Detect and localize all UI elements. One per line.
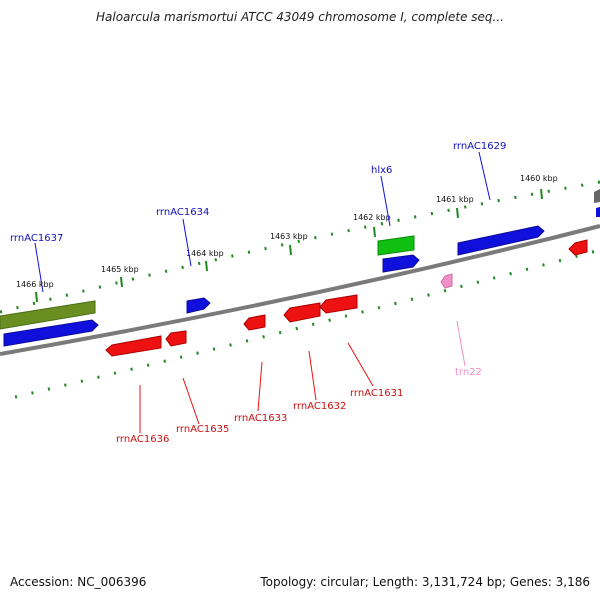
page-title: Haloarcula marismortui ATCC 43049 chromo… xyxy=(96,10,504,24)
major-tick-1 xyxy=(120,276,123,288)
leader-rrnAC1635 xyxy=(182,377,200,425)
major-tick-6 xyxy=(540,188,543,200)
leader-trn22 xyxy=(456,320,466,367)
gene-label-hlx6[interactable]: hlx6 xyxy=(371,165,392,176)
gene-rrnAC1635[interactable] xyxy=(165,330,187,347)
gene-rrnAC1632[interactable] xyxy=(283,302,321,323)
gene-label-rrnAC1629[interactable]: rrnAC1629 xyxy=(453,141,506,152)
leader-rrnAC1637 xyxy=(34,242,44,293)
tick-label-1466: 1466 kbp xyxy=(16,280,54,289)
gene-rrnAC1637[interactable] xyxy=(3,319,99,347)
gene-hlx6[interactable] xyxy=(377,235,415,256)
major-tick-4 xyxy=(373,226,376,238)
tick-label-1460: 1460 kbp xyxy=(520,174,558,183)
gene-rrnAC1636[interactable] xyxy=(105,335,162,357)
gene-label-rrnAC1631[interactable]: rrnAC1631 xyxy=(350,388,403,399)
tick-label-1464: 1464 kbp xyxy=(186,249,224,258)
gene-label-rrnAC1637[interactable]: rrnAC1637 xyxy=(10,233,63,244)
gene-label-trn22[interactable]: trn22 xyxy=(455,367,482,378)
major-tick-5 xyxy=(456,207,459,219)
major-tick-2 xyxy=(205,260,208,272)
gene-rrnAC1631[interactable] xyxy=(319,294,358,314)
gene-trn22[interactable] xyxy=(440,273,453,289)
gene-edge-forward[interactable] xyxy=(596,207,600,217)
accession-text: Accession: NC_006396 xyxy=(10,575,147,589)
gene-label-rrnAC1635[interactable]: rrnAC1635 xyxy=(176,424,229,435)
leader-hlx6 xyxy=(380,175,391,227)
gene-edge-reverse[interactable] xyxy=(568,239,588,256)
leader-rrnAC1633 xyxy=(257,361,263,412)
major-tick-3 xyxy=(289,244,292,256)
tick-label-1461: 1461 kbp xyxy=(436,195,474,204)
leader-rrnAC1631 xyxy=(347,342,374,387)
gene-label-rrnAC1632[interactable]: rrnAC1632 xyxy=(293,401,346,412)
gene-rrnAC1637-misc[interactable] xyxy=(0,300,96,330)
gene-rrnAC1633[interactable] xyxy=(243,314,266,331)
leader-rrnAC1632 xyxy=(308,350,317,401)
outer-scale-track xyxy=(0,180,600,314)
tick-label-1463: 1463 kbp xyxy=(270,232,308,241)
tick-label-1462: 1462 kbp xyxy=(353,213,391,222)
gene-label-rrnAC1634[interactable]: rrnAC1634 xyxy=(156,207,209,218)
gene-edge-grey xyxy=(594,189,600,203)
leader-rrnAC1634 xyxy=(182,218,192,267)
topology-summary: Topology: circular; Length: 3,131,724 bp… xyxy=(260,575,590,589)
gene-rrnAC1630[interactable] xyxy=(382,254,420,273)
gene-label-rrnAC1636[interactable]: rrnAC1636 xyxy=(116,434,169,445)
gene-label-rrnAC1633[interactable]: rrnAC1633 xyxy=(234,413,287,424)
gene-rrnAC1629[interactable] xyxy=(457,225,545,256)
major-tick-0 xyxy=(35,291,38,303)
major-ticks xyxy=(35,188,543,303)
tick-label-1465: 1465 kbp xyxy=(101,265,139,274)
leader-rrnAC1629 xyxy=(478,151,491,201)
gene-rrnAC1634[interactable] xyxy=(186,297,211,314)
chromosome-backbone xyxy=(0,224,600,356)
